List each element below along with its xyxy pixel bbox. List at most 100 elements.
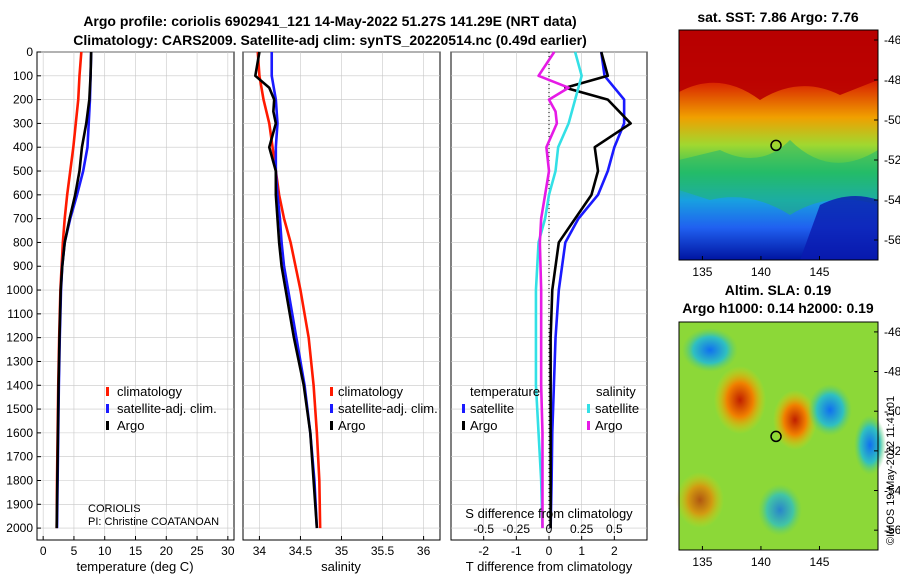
y-tick-label: 200 xyxy=(13,93,33,107)
y-tick-label: 600 xyxy=(13,188,33,202)
y-tick-label: 1900 xyxy=(6,497,33,511)
x-tick-label: 0 xyxy=(40,544,47,558)
legend-label-argo: Argo xyxy=(338,418,365,433)
map-x-tick-label: 140 xyxy=(751,265,771,279)
map-y-tick-label: -54 xyxy=(884,484,900,498)
y-tick-label: 1500 xyxy=(6,402,33,416)
t-difference-xlabel: T difference from climatology xyxy=(466,559,633,574)
diff-line-temperature-satellite xyxy=(549,51,626,529)
legend-swatch-climatology xyxy=(106,387,109,396)
legend-swatch-climatology xyxy=(330,387,333,396)
legend-title-salinity: salinity xyxy=(596,384,636,399)
sst-warm-region xyxy=(679,30,878,100)
x2-tick-label: -0.5 xyxy=(473,522,494,536)
map-y-tick-label: -56 xyxy=(884,233,900,247)
salinity-legend: climatology satellite-adj. clim. Argo xyxy=(330,384,438,433)
diff-line-salinity-satellite xyxy=(534,51,583,529)
x-tick-label: 34 xyxy=(253,544,267,558)
map-x-tick-label: 135 xyxy=(692,265,712,279)
sla-negative-anomaly xyxy=(758,484,802,536)
sst-front xyxy=(679,140,878,215)
x-tick-label: 10 xyxy=(98,544,112,558)
x2-tick-label: 0.5 xyxy=(606,522,623,536)
sla-positive-anomaly xyxy=(714,366,766,434)
diff-line-temperature-argo xyxy=(549,51,632,529)
y-tick-label: 2000 xyxy=(6,521,33,535)
x2-tick-label: -0.25 xyxy=(503,522,531,536)
x-tick-label: -2 xyxy=(478,544,489,558)
map-y-tick-label: -52 xyxy=(884,444,900,458)
map-x-tick-label: 145 xyxy=(809,265,829,279)
legend-swatch-argo xyxy=(330,421,333,430)
coriolis-label: CORIOLIS xyxy=(88,503,141,515)
legend-swatch-argo xyxy=(106,421,109,430)
y-tick-label: 1400 xyxy=(6,378,33,392)
x-tick-label: 2 xyxy=(611,544,618,558)
legend-label-climatology: climatology xyxy=(338,384,404,399)
s-difference-xlabel: S difference from climatology xyxy=(465,506,633,521)
y-tick-label: 1800 xyxy=(6,473,33,487)
x-tick-label: 20 xyxy=(160,544,174,558)
map-y-tick-label: -52 xyxy=(884,153,900,167)
salinity-panel: 34 34.5 35 35.5 36 salinity climatology sate… xyxy=(242,51,441,574)
x-tick-label: 0 xyxy=(546,544,553,558)
diff-line-salinity-argo xyxy=(537,51,570,529)
legend-label-satellite: satellite-adj. clim. xyxy=(338,401,438,416)
sla-map-frame xyxy=(678,321,879,551)
sla-map-title: Altim. SLA: 0.19 xyxy=(725,282,832,298)
y-tick-label: 1700 xyxy=(6,450,33,464)
map-x-tick-label: 135 xyxy=(692,555,712,569)
sst-map-title: sat. SST: 7.86 Argo: 7.76 xyxy=(697,9,859,25)
argo-location-marker xyxy=(770,139,782,152)
y-tick-label: 800 xyxy=(13,235,33,249)
x-tick-label: 1 xyxy=(578,544,585,558)
x-tick-label: 34.5 xyxy=(289,544,313,558)
profile-line-argo xyxy=(55,51,93,529)
x-tick-label: 30 xyxy=(221,544,235,558)
y-tick-label: 1300 xyxy=(6,354,33,368)
sla-positive-anomaly xyxy=(676,472,724,528)
x2-tick-label: 0 xyxy=(546,522,553,536)
sla-negative-anomaly xyxy=(854,415,886,475)
profile-line-climatology xyxy=(256,51,322,529)
legend-label-climatology: climatology xyxy=(117,384,183,399)
y-tick-label: 900 xyxy=(13,259,33,273)
map-y-tick-label: -50 xyxy=(884,113,900,127)
temperature-panel: 0 5 10 15 20 25 30 0 100 200 300 400 500 600 700 800 90… xyxy=(6,45,235,574)
x-tick-label: 36 xyxy=(417,544,431,558)
sla-negative-anomaly xyxy=(682,328,738,372)
legend-swatch-s-argo xyxy=(587,421,590,430)
header-line-2: Climatology: CARS2009. Satellite-adj cli… xyxy=(73,32,587,48)
map-x-tick-label: 140 xyxy=(751,555,771,569)
sst-map-frame xyxy=(678,29,879,261)
legend-label-t-satellite: satellite xyxy=(470,401,514,416)
legend-label-s-satellite: satellite xyxy=(595,401,639,416)
argo-location-marker xyxy=(770,430,782,443)
y-tick-label: 1600 xyxy=(6,426,33,440)
y-tick-label: 300 xyxy=(13,116,33,130)
map-y-tick-label: -56 xyxy=(884,523,900,537)
y-tick-label: 0 xyxy=(26,45,33,59)
y-tick-label: 400 xyxy=(13,140,33,154)
difference-legend: temperature satellite Argo salinity sate… xyxy=(462,384,639,433)
x-tick-label: 35 xyxy=(335,544,349,558)
legend-swatch-s-satellite xyxy=(587,404,590,413)
x-tick-label: -1 xyxy=(511,544,522,558)
map-y-tick-label: -46 xyxy=(884,33,900,47)
sla-negative-anomaly xyxy=(808,384,852,436)
y-tick-label: 500 xyxy=(13,164,33,178)
x-tick-label: 25 xyxy=(190,544,204,558)
sla-positive-anomaly xyxy=(773,390,817,450)
x-tick-label: 15 xyxy=(129,544,143,558)
map-y-tick-label: -50 xyxy=(884,404,900,418)
x-tick-label: 35.5 xyxy=(371,544,395,558)
difference-panel: -2 -1 0 1 2 -0.5 -0.25 0 0.25 0.5 T difference f… xyxy=(450,51,648,574)
legend-label-t-argo: Argo xyxy=(470,418,497,433)
sst-map: sat. SST: 7.86 Argo: 7.76 135 140 145 -46 -… xyxy=(678,9,900,279)
legend-label-s-argo: Argo xyxy=(595,418,622,433)
legend-title-temperature: temperature xyxy=(470,384,540,399)
y-tick-label: 1000 xyxy=(6,283,33,297)
legend-label-argo: Argo xyxy=(117,418,144,433)
map-x-tick-label: 145 xyxy=(809,555,829,569)
sla-map: Altim. SLA: 0.19 Argo h1000: 0.14 h2000:… xyxy=(676,282,900,569)
